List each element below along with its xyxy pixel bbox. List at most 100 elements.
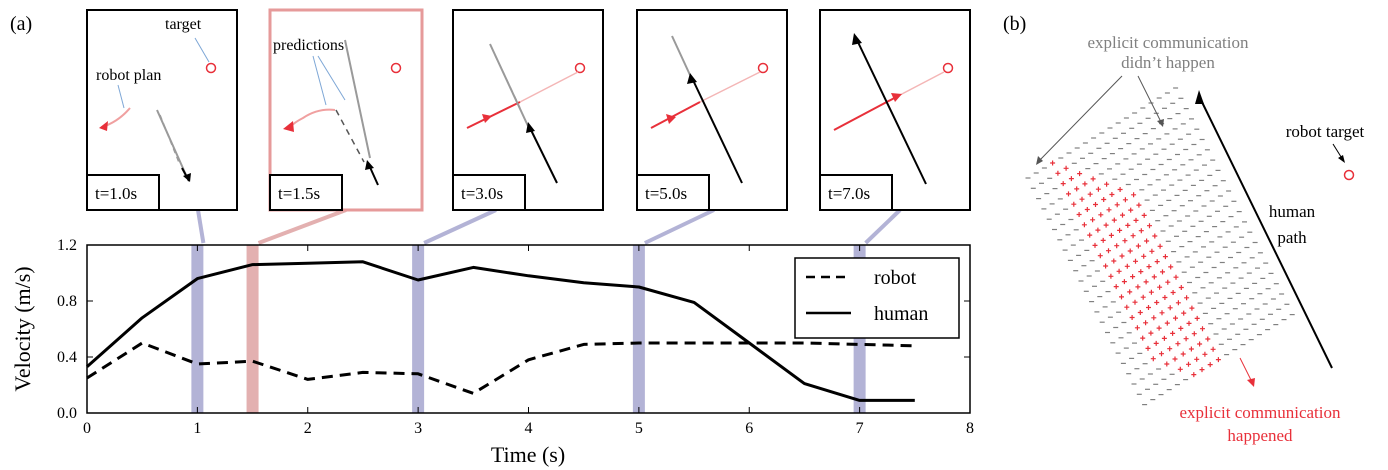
- highlight-band-4: [632, 245, 645, 413]
- red-label-line-1: explicit communication: [1180, 403, 1341, 422]
- snapshot-5-time-box: [819, 174, 893, 211]
- human-path-line: [1199, 97, 1333, 369]
- grid-marker-red: [1137, 310, 1143, 315]
- grid-marker-red: [1207, 362, 1213, 368]
- snapshot-3-human-path: [529, 127, 558, 184]
- grid-marker-red: [1186, 320, 1192, 326]
- snapshot-2-predictions-leader-1: [312, 55, 327, 106]
- grid-marker-red: [1205, 336, 1211, 342]
- grid-marker-red: [1162, 254, 1168, 260]
- snapshot-2: predictions t=1.5s: [268, 8, 424, 212]
- grid-marker-red: [1138, 269, 1144, 275]
- grid-marker-red: [1125, 222, 1131, 228]
- grid-marker-red: [1148, 330, 1154, 336]
- legend-robot-label: robot: [874, 267, 917, 289]
- grid-marker-red: [1133, 258, 1138, 264]
- grid-marker-red: [1170, 330, 1176, 336]
- snapshot-1: target robot plan t=1.0s: [86, 9, 238, 211]
- grid-marker-red: [1189, 305, 1195, 311]
- grid-marker-red: [1170, 290, 1176, 295]
- snapshot-4-human-path: [691, 77, 743, 184]
- snapshot-4-human-marker: [687, 73, 697, 84]
- grid-marker-red: [1147, 223, 1152, 229]
- grid-marker-red: [1108, 232, 1114, 238]
- grid-marker-red: [1138, 228, 1144, 234]
- y-tick-label-3: 1.2: [57, 237, 77, 254]
- grid-marker-red: [1199, 367, 1205, 373]
- legend: robot human: [794, 257, 960, 339]
- y-tick-label-2: 0.8: [57, 293, 77, 310]
- grid-marker-red: [1164, 320, 1170, 326]
- grid-marker-red: [1167, 305, 1173, 311]
- snapshot-2-predictions-leader-2: [317, 55, 346, 101]
- grid-marker-red: [1128, 207, 1134, 213]
- grid-marker-red: [1093, 202, 1098, 207]
- snapshot-1-time-label: t=1.0s: [95, 184, 137, 203]
- grid-marker-red: [1146, 264, 1152, 270]
- grid-marker-red: [1140, 294, 1146, 300]
- grid-marker-red: [1101, 197, 1107, 202]
- snapshot-4: t=5.0s: [636, 9, 788, 211]
- grid-marker-red: [1146, 305, 1151, 310]
- x-tick-label-5: 5: [635, 420, 643, 437]
- panel-label-a: (a): [10, 13, 32, 35]
- connector-2: [257, 208, 347, 245]
- grid-marker-red: [1122, 197, 1128, 203]
- snapshot-5: t=7.0s: [819, 9, 971, 211]
- grid-marker-red: [1181, 310, 1187, 316]
- grid-marker-red: [1114, 243, 1120, 249]
- grid-marker-red: [1082, 181, 1088, 187]
- grid-marker-red: [1173, 274, 1179, 280]
- grid-marker-red: [1113, 284, 1119, 290]
- connector-4: [644, 208, 715, 245]
- grid-marker-red: [1130, 274, 1136, 280]
- grid-marker-red: [1076, 212, 1082, 217]
- grid-marker-red: [1104, 181, 1110, 187]
- highlight-bands: [191, 245, 866, 413]
- human-path-arrowhead: [1195, 90, 1204, 104]
- snapshot-5-human-marker: [852, 33, 862, 45]
- robot-target-label: robot target: [1286, 122, 1365, 141]
- grid-marker-red: [1111, 217, 1117, 223]
- human-path-label-line-2: path: [1277, 228, 1307, 247]
- grid-marker-red: [1178, 325, 1184, 331]
- grid-marker-red: [1153, 340, 1159, 346]
- grid-marker-red: [1095, 186, 1101, 192]
- grid-marker-red: [1186, 361, 1191, 367]
- grid-marker-red: [1117, 187, 1123, 192]
- highlight-band-2: [246, 245, 259, 413]
- grid-marker-red: [1202, 351, 1208, 357]
- grid-marker-red: [1165, 279, 1171, 285]
- grid-marker-red: [1130, 233, 1136, 239]
- grid-marker-red: [1141, 253, 1147, 259]
- snapshot-connectors: [196, 208, 902, 245]
- snapshot-1-human-marker: [183, 173, 191, 182]
- grid-marker-red: [1184, 295, 1190, 301]
- snapshot-strip: target robot plan t=1.0s predictions: [86, 8, 971, 212]
- grid-marker-red: [1175, 341, 1181, 347]
- grid-marker-red: [1188, 346, 1194, 352]
- snapshot-3-robot-path: [466, 101, 521, 129]
- snapshot-4-target-marker: [757, 62, 769, 74]
- grid-marker-red: [1157, 284, 1163, 290]
- robot-target-arrow-head: [1338, 155, 1345, 163]
- y-tick-label-1: 0.4: [57, 349, 77, 366]
- robot-target-marker: [1343, 169, 1355, 181]
- snapshot-1-target-marker: [205, 62, 217, 74]
- grid-marker-red: [1066, 191, 1071, 197]
- snapshot-5-target-marker: [942, 62, 954, 74]
- grid-marker-red: [1122, 238, 1128, 244]
- grid-marker-red: [1162, 295, 1168, 300]
- grid-marker-red: [1120, 212, 1125, 218]
- connector-3: [423, 208, 497, 245]
- grid-marker-red: [1087, 191, 1093, 197]
- x-tick-label-8: 8: [966, 420, 974, 437]
- highlight-band-1: [191, 245, 204, 413]
- grid-marker-red: [1154, 259, 1160, 265]
- grid-marker-red: [1173, 315, 1178, 321]
- grid-marker-red: [1119, 253, 1125, 259]
- gray-arrow-1: [1037, 75, 1123, 163]
- snapshot-1-robot-plan-leader: [117, 84, 125, 109]
- highlight-band-3: [412, 245, 425, 413]
